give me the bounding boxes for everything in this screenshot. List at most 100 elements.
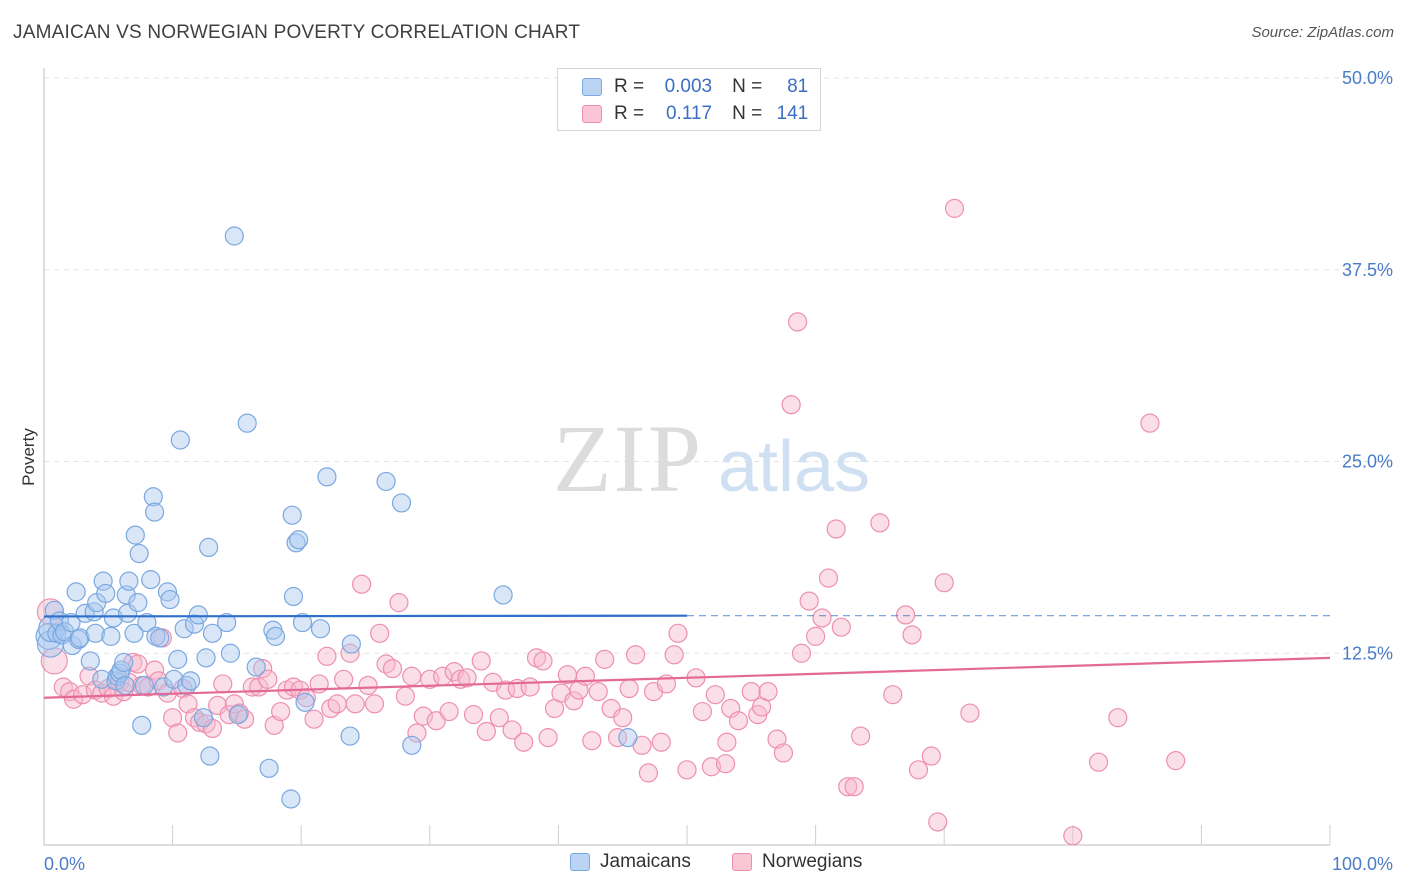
- data-point: [818, 568, 839, 588]
- data-point: [168, 723, 188, 743]
- data-point: [618, 728, 638, 748]
- data-point: [85, 623, 106, 643]
- norwegians-swatch: [732, 853, 752, 871]
- data-point: [213, 674, 233, 694]
- data-point: [144, 660, 165, 680]
- data-point: [402, 666, 422, 686]
- data-point: [283, 586, 304, 607]
- data-point: [144, 502, 165, 522]
- legend-n-label: N =: [732, 76, 763, 97]
- data-point: [153, 677, 174, 697]
- legend-r-value: 0.117: [665, 103, 713, 124]
- data-point: [224, 694, 244, 714]
- data-point: [741, 681, 761, 702]
- data-point: [1140, 413, 1160, 433]
- trend-lines: [43, 614, 1331, 699]
- data-point: [188, 605, 208, 625]
- data-point: [101, 626, 121, 646]
- data-point: [317, 646, 337, 666]
- data-point: [352, 574, 372, 594]
- data-point: [692, 701, 713, 722]
- data-point: [66, 582, 86, 602]
- data-point: [119, 571, 139, 591]
- data-point: [476, 721, 496, 742]
- stats-legend: R = 0.003 N = 81 R = 0.117 N = 141: [557, 68, 821, 131]
- data-point: [237, 413, 257, 433]
- data-point: [258, 669, 278, 689]
- data-point: [271, 701, 291, 722]
- data-point: [595, 649, 615, 669]
- data-point: [259, 758, 279, 778]
- tick-labels: 12.5% 25.0% 37.5% 50.0% 0.0% 100.0%: [44, 68, 1393, 874]
- jamaicans-swatch: [570, 853, 590, 871]
- data-point: [286, 533, 306, 553]
- data-point: [812, 608, 832, 628]
- data-point: [701, 757, 722, 777]
- y-axis-label: Poverty: [19, 428, 38, 486]
- data-point: [168, 649, 188, 669]
- data-point: [944, 198, 965, 218]
- data-point: [340, 726, 360, 746]
- data-point: [439, 701, 459, 722]
- data-point: [870, 513, 890, 533]
- data-point: [289, 530, 309, 550]
- data-point: [114, 652, 134, 673]
- data-point: [502, 720, 522, 740]
- data-point: [514, 732, 534, 752]
- data-point: [358, 675, 378, 696]
- data-point: [607, 728, 628, 748]
- data-point: [63, 689, 84, 709]
- data-point: [129, 543, 149, 564]
- data-point: [791, 643, 812, 663]
- data-point: [1166, 751, 1186, 771]
- data-point: [376, 471, 396, 492]
- data-point: [370, 623, 390, 643]
- data-point: [826, 519, 846, 539]
- data-point: [773, 743, 794, 763]
- data-point: [224, 226, 244, 246]
- data-point: [463, 705, 484, 725]
- data-point: [137, 612, 157, 633]
- data-point: [588, 681, 608, 702]
- data-point: [229, 703, 250, 723]
- data-point: [69, 629, 89, 650]
- data-point: [389, 593, 409, 613]
- norwegians-trend-line: [43, 656, 1331, 699]
- data-point: [758, 681, 778, 702]
- bottom-legend-jamaicans: Jamaicans: [570, 851, 691, 873]
- chart-title: JAMAICAN VS NORWEGIAN POVERTY CORRELATIO…: [13, 22, 581, 43]
- data-point: [613, 708, 633, 728]
- data-point: [575, 666, 596, 686]
- data-point: [246, 657, 266, 677]
- data-point: [295, 692, 315, 712]
- data-point: [253, 658, 273, 679]
- data-point: [651, 732, 671, 752]
- data-point: [493, 585, 513, 605]
- data-point: [228, 705, 248, 725]
- data-point: [533, 651, 553, 671]
- data-point: [395, 686, 415, 706]
- data-point: [413, 706, 433, 726]
- data-point: [61, 612, 81, 633]
- data-point: [625, 645, 646, 665]
- data-point: [391, 493, 412, 513]
- jamaicans-swatch: [582, 78, 602, 96]
- data-point: [717, 732, 737, 752]
- gridlines: [44, 77, 1392, 654]
- norwegians-swatch: [582, 105, 602, 123]
- x-tick-label: 100.0%: [1332, 854, 1393, 874]
- data-point: [128, 654, 148, 674]
- data-point: [160, 589, 180, 610]
- watermark-atlas: atlas: [718, 427, 870, 507]
- data-point: [220, 643, 241, 663]
- data-point: [960, 703, 980, 723]
- watermark: ZIP atlas: [553, 405, 870, 512]
- data-point: [124, 623, 144, 643]
- data-point: [217, 612, 237, 633]
- y-tick-label: 37.5%: [1342, 260, 1393, 280]
- data-point: [489, 708, 509, 728]
- bottom-legend-label: Jamaicans: [600, 851, 691, 872]
- data-point: [896, 605, 916, 625]
- data-point: [341, 634, 361, 654]
- data-point: [520, 677, 540, 697]
